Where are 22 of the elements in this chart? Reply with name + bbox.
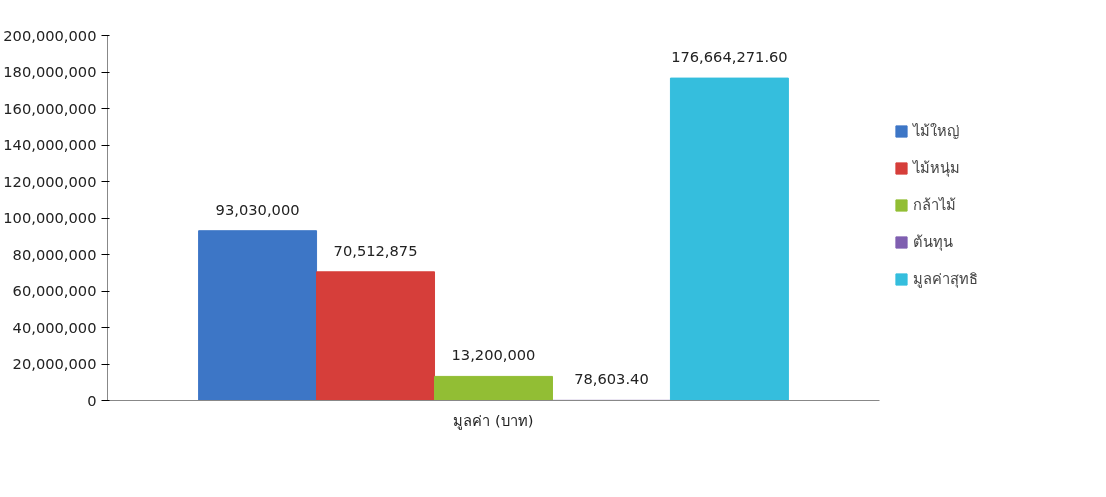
data-label: 176,664,271.60: [671, 48, 788, 66]
data-label: 70,512,875: [333, 241, 418, 259]
y-tick-label: 140,000,000: [3, 136, 97, 153]
legend-label: กล้าไม้: [913, 195, 956, 215]
y-tick-label: 60,000,000: [12, 282, 97, 299]
y-tick-label: 80,000,000: [12, 245, 97, 263]
y-tick-label: 200,000,000: [3, 26, 97, 44]
y-tick-label: 100,000,000: [3, 209, 97, 226]
legend-label: ไม้ใหญ่: [913, 121, 959, 141]
y-tick-label: 120,000,000: [3, 172, 97, 190]
y-tick-label: 160,000,000: [3, 99, 97, 117]
legend-label: มูลค่าสุทธิ: [913, 269, 978, 290]
y-tick-label: 0: [87, 391, 97, 409]
y-tick-label: 180,000,000: [3, 63, 97, 80]
legend-label: ไม้หนุ่ม: [913, 158, 960, 179]
data-label: 93,030,000: [215, 200, 300, 218]
y-tick-label: 20,000,000: [12, 355, 97, 372]
legend-label: ต้นทุน: [913, 232, 953, 253]
data-label: 78,603.40: [574, 370, 649, 388]
data-label: 13,200,000: [451, 346, 536, 364]
y-tick-label: 40,000,000: [12, 318, 97, 336]
x-tick-label: มูลค่า (บาท): [453, 411, 534, 430]
